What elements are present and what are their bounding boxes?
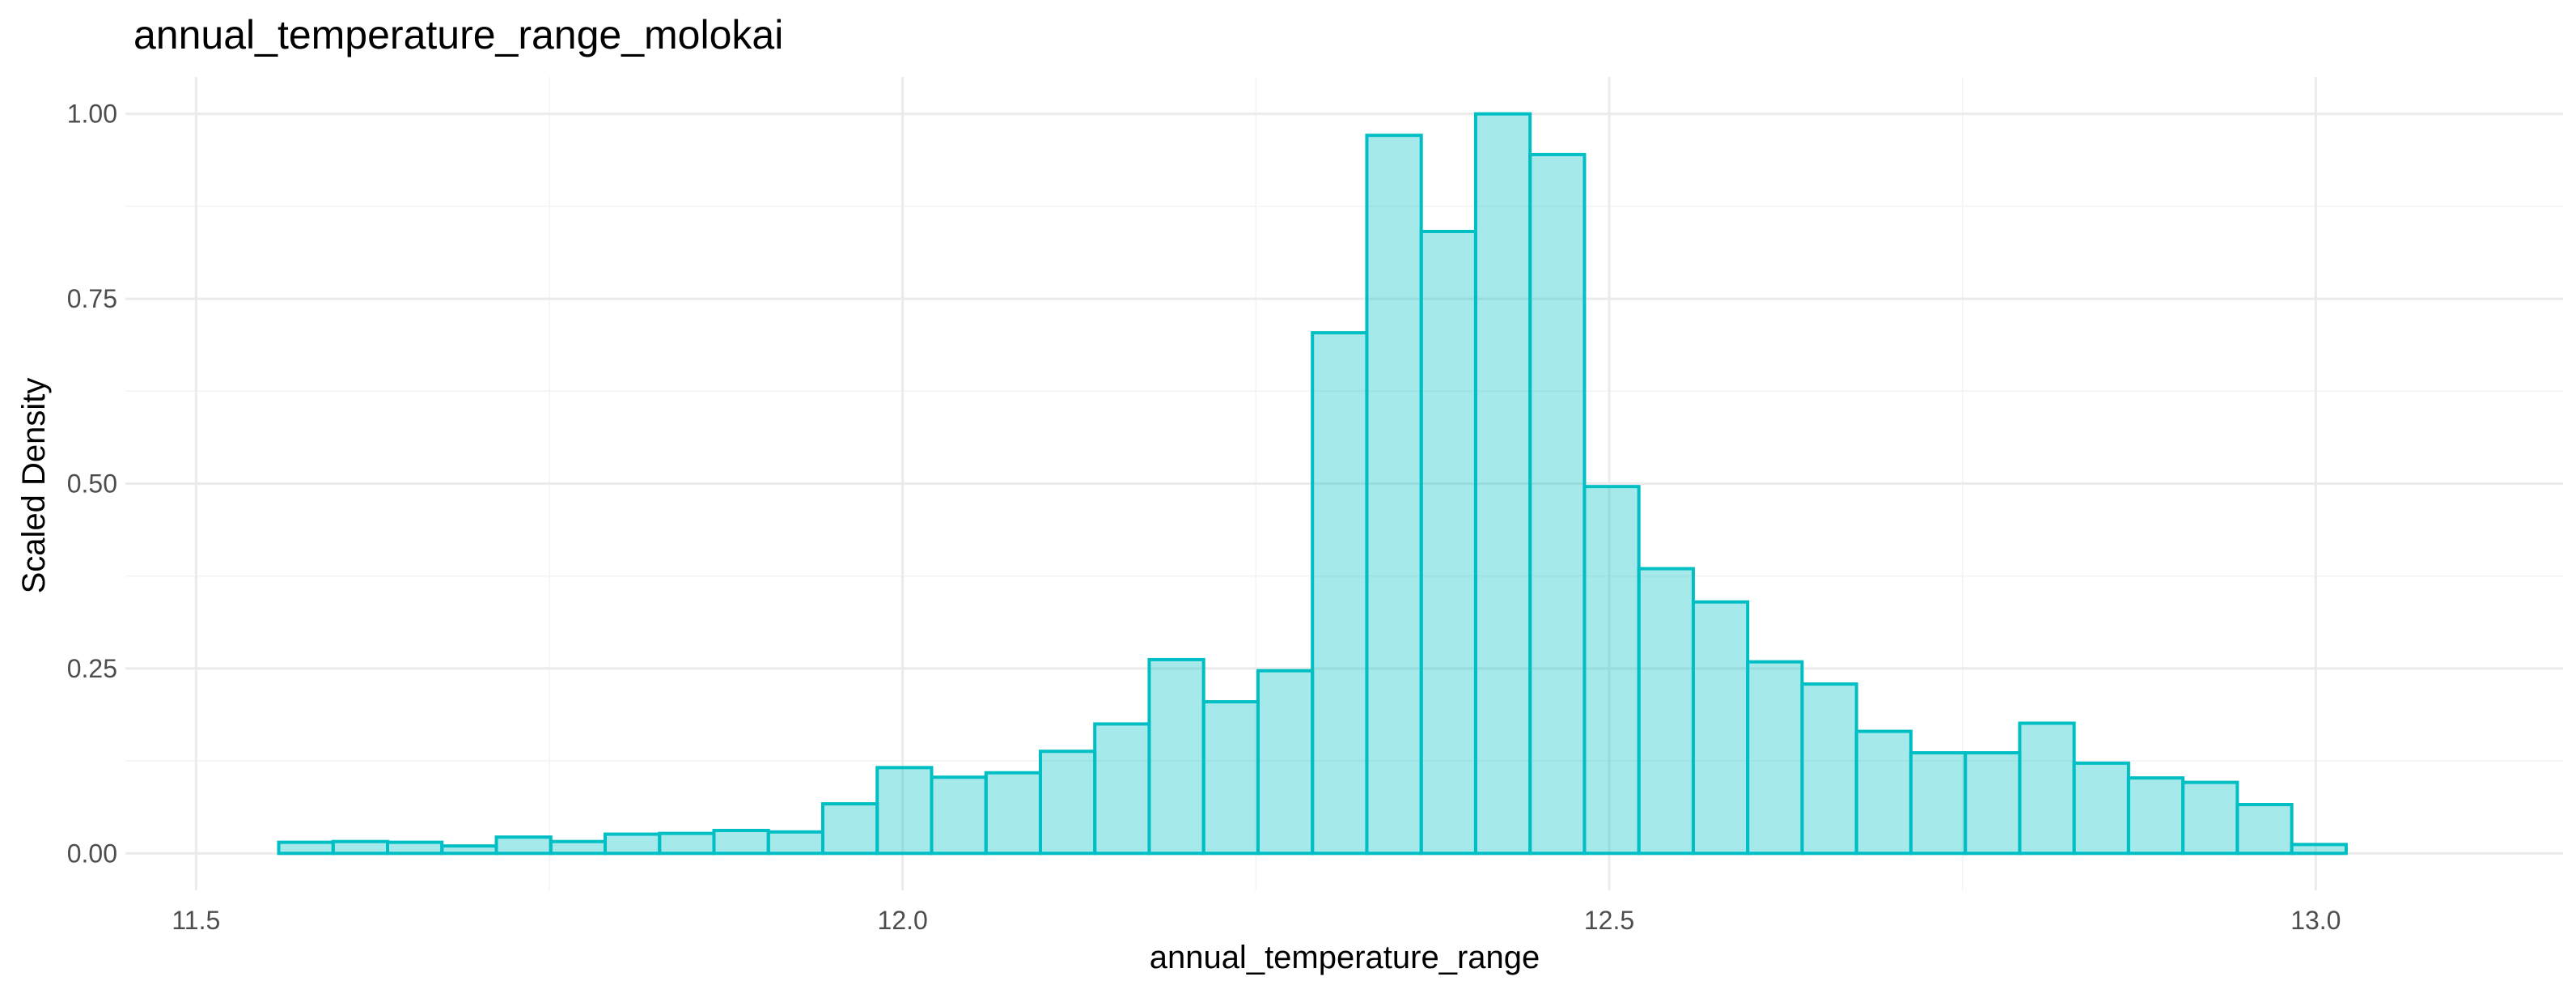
histogram-bar	[1365, 134, 1423, 856]
histogram-bar	[820, 802, 879, 856]
minor-gridlines	[125, 77, 2563, 890]
histogram-bars	[277, 112, 2348, 856]
histogram-bar	[1256, 669, 1315, 856]
y-tick-label: 0.25	[67, 654, 117, 683]
y-axis-tick-labels: 0.00 0.25 0.50 0.75 1.00	[67, 100, 117, 868]
histogram-bar	[2018, 721, 2076, 856]
histogram-bar	[1746, 660, 1804, 856]
histogram-bar	[2181, 780, 2239, 856]
histogram-bar	[277, 840, 335, 856]
histogram-bar	[603, 832, 662, 856]
x-tick-label: 12.5	[1584, 906, 1634, 935]
histogram-bar	[494, 835, 553, 856]
histogram-bar	[1201, 700, 1260, 856]
histogram-bar	[1093, 722, 1151, 856]
chart-title: annual_temperature_range_molokai	[133, 12, 783, 57]
x-tick-label: 12.0	[878, 906, 928, 935]
histogram-bar	[440, 844, 498, 856]
histogram-bar	[984, 771, 1042, 856]
histogram-bar	[2290, 843, 2348, 856]
histogram-bar	[875, 766, 934, 856]
histogram-bar	[1419, 229, 1477, 856]
y-tick-label: 1.00	[67, 100, 117, 129]
histogram-bar	[766, 830, 824, 856]
histogram-bar	[331, 839, 390, 856]
histogram-bar	[1473, 112, 1532, 856]
x-tick-label: 11.5	[172, 906, 220, 935]
histogram-bar	[1528, 152, 1587, 856]
histogram-bar	[549, 839, 607, 856]
histogram-bar	[1637, 567, 1695, 856]
histogram-bar	[1038, 750, 1097, 856]
x-tick-label: 13.0	[2290, 906, 2341, 935]
histogram-bar	[1311, 331, 1369, 856]
histogram-bar	[1582, 485, 1641, 856]
histogram-bar	[2072, 761, 2130, 856]
histogram-bar	[1691, 600, 1750, 856]
histogram-bar	[1147, 657, 1205, 856]
y-tick-label: 0.75	[67, 284, 117, 313]
histogram-bar	[386, 840, 444, 856]
y-axis-title: Scaled Density	[16, 378, 52, 594]
histogram-bar	[1800, 682, 1858, 856]
histogram-bar	[658, 831, 716, 856]
y-tick-label: 0.50	[67, 469, 117, 499]
x-axis-tick-labels: 11.5 12.0 12.5 13.0	[172, 906, 2341, 935]
y-tick-label: 0.00	[67, 839, 117, 868]
histogram-bar	[930, 775, 988, 856]
histogram-bar	[1909, 751, 1968, 856]
histogram-bar	[2235, 803, 2294, 856]
histogram-bar	[712, 828, 770, 856]
histogram-bar	[1854, 729, 1913, 856]
histogram-bar	[2126, 776, 2185, 856]
x-axis-title: annual_temperature_range	[1150, 940, 1540, 975]
histogram-bar	[1964, 751, 2022, 856]
